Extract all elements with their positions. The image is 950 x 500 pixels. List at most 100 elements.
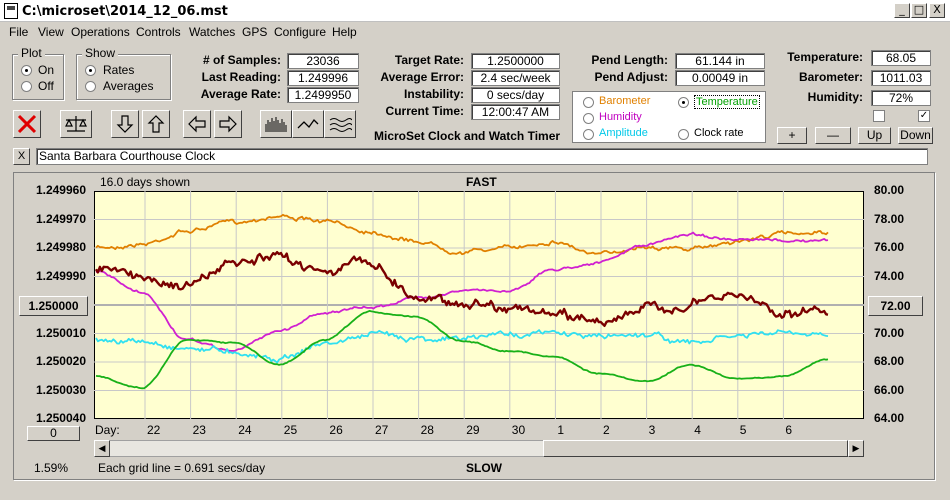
menu-file[interactable]: File [9,25,29,39]
balance-scale-icon [65,116,87,132]
menu-bar: File View Operations Controls Watches GP… [0,22,950,42]
y-left-tick-label: 1.250030 [35,382,86,397]
average-error-label: Average Error: [380,70,464,84]
sensor-selector [572,91,766,143]
sensor-up-button[interactable]: Up [858,127,891,144]
chart-svg [94,191,864,419]
humidity-label: Humidity: [807,90,863,104]
scroll-right-button[interactable]: ▶ [848,440,864,457]
instability-label: Instability: [403,87,464,101]
x-day-label: 23 [192,423,206,437]
sensor-clockrate-radio[interactable] [678,129,689,140]
plot-off-radio[interactable] [21,81,32,92]
slow-label: SLOW [466,461,502,475]
average-rate-value: 1.2499950 [287,87,359,103]
scroll-thumb[interactable] [543,440,848,457]
multi-graph-button[interactable] [324,110,356,138]
left-arrow-button[interactable] [183,110,211,138]
x-day-label: 27 [375,423,389,437]
show-rates-radio[interactable] [85,65,96,76]
menu-watches[interactable]: Watches [189,25,236,39]
target-rate-label: Target Rate: [394,53,464,67]
x-day-label: 29 [466,423,480,437]
y-right-tick-label: 66.00 [874,382,905,397]
offset-button[interactable]: 0 [27,426,80,441]
down-arrow-button[interactable] [111,110,139,138]
option-checkbox-1[interactable] [873,110,885,122]
scroll-left-button[interactable]: ◀ [94,440,110,457]
up-arrow-icon [147,115,165,133]
chart-panel [13,172,935,480]
percent-label: 1.59% [34,461,69,475]
x-day-label: 24 [238,423,252,437]
menu-help[interactable]: Help [332,25,357,39]
temperature-value: 68.05 [871,50,931,66]
menu-view[interactable]: View [38,25,64,39]
y-right-tick-label: 70.00 [874,325,905,340]
instability-value: 0 secs/day [471,87,560,103]
x-day-label: 2 [603,423,610,437]
sensor-amplitude-radio[interactable] [583,129,594,140]
y-left-tick-label: 1.250040 [35,411,86,425]
y-left-tick-label: 1.249960 [35,183,86,197]
sensor-center-button[interactable]: 72.00 [868,296,923,316]
y-left-tick-label: 1.249980 [35,240,86,254]
sensor-down-button[interactable]: Down [898,127,933,144]
sensor-plus-button[interactable]: + [777,127,807,144]
close-button[interactable]: X [929,3,945,18]
clock-close-button[interactable]: X [13,148,30,165]
current-time-value: 12:00:47 AM [471,104,560,120]
right-arrow-button[interactable] [214,110,242,138]
menu-operations[interactable]: Operations [71,25,130,39]
y-right-tick-label: 78.00 [874,211,905,226]
y-right-tick-label: 74.00 [874,268,905,283]
temperature-label: Temperature: [787,50,863,64]
x-day-label: 1 [557,423,565,437]
sensor-barometer-label: Barometer [599,95,651,107]
red-x-icon [17,114,37,134]
sensor-humidity-label: Humidity [599,111,642,123]
x-day-label: 26 [329,423,343,437]
maximize-button[interactable]: □ [911,3,927,18]
humidity-value: 72% [871,90,931,106]
up-arrow-button[interactable] [142,110,170,138]
plot-on-radio[interactable] [21,65,32,76]
sensor-humidity-radio[interactable] [583,113,594,124]
sensor-minus-button[interactable]: — [815,127,851,144]
days-shown-label: 16.0 days shown [100,175,191,189]
app-icon [4,3,18,19]
x-day-label: 3 [648,423,656,437]
window-title: C:\microset\2014_12_06.mst [22,4,228,19]
y-right-tick-label: 68.00 [874,354,905,368]
barometer-label: Barometer: [798,70,863,84]
option-checkbox-2[interactable]: ✓ [918,110,930,122]
rate-center-button[interactable]: 1.250000 [19,296,88,316]
plot-off-label: Off [38,79,54,93]
x-day-label: 30 [511,423,526,437]
pend-length-value: 61.144 in [675,53,765,69]
y-left-tick-label: 1.249970 [35,211,86,226]
y-right-tick-label: 76.00 [874,240,905,254]
plot-group-title: Plot [18,46,45,60]
grid-note-label: Each grid line = 0.691 secs/day [98,461,266,475]
down-arrow-icon [116,115,134,133]
show-averages-radio[interactable] [85,81,96,92]
y-left-tick-label: 1.250020 [35,354,86,368]
app-caption: MicroSet Clock and Watch Timer [374,129,561,143]
menu-controls[interactable]: Controls [136,25,181,39]
line-graph-button[interactable] [292,110,324,138]
delete-button[interactable] [13,110,41,138]
menu-gps[interactable]: GPS [242,25,268,39]
last-reading-value: 1.249996 [287,70,359,86]
clock-name-field[interactable]: Santa Barbara Courthouse Clock [36,148,928,165]
sensor-barometer-radio[interactable] [583,97,594,108]
line-graph-icon [297,118,319,129]
minimize-button[interactable]: _ [894,3,910,18]
x-day-label: 28 [420,423,434,437]
x-day-label: 22 [147,423,161,437]
balance-button[interactable] [60,110,92,138]
menu-configure[interactable]: Configure [274,25,327,39]
sensor-temperature-radio[interactable] [678,97,689,108]
show-averages-label: Averages [103,79,154,93]
histogram-button[interactable] [260,110,292,138]
